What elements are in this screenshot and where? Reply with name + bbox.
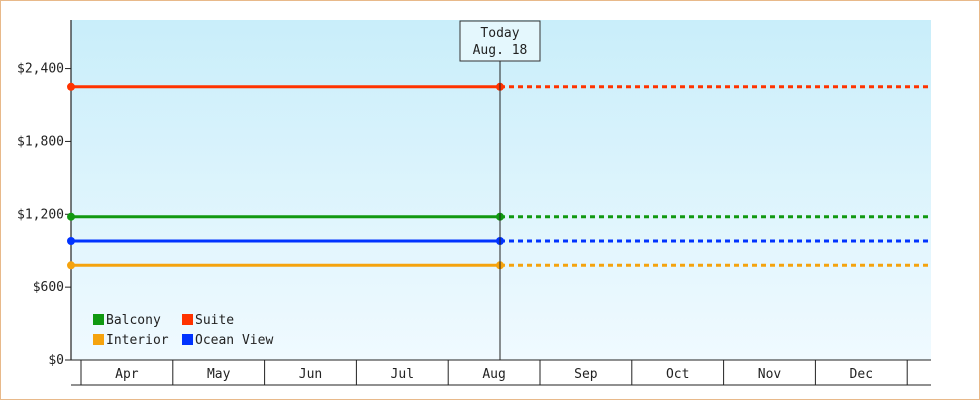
series-layer <box>67 82 931 270</box>
x-tick-label: Dec <box>850 367 873 382</box>
legend-swatch-interior <box>93 334 104 345</box>
x-tick-label: Sep <box>574 367 598 382</box>
series-point-balcony <box>67 212 75 221</box>
series-point-interior <box>67 261 75 270</box>
plot-area <box>71 20 931 360</box>
series-point-suite <box>67 82 75 91</box>
legend-label-ocean-view: Ocean View <box>195 333 273 348</box>
y-tick-label: $1,800 <box>17 134 64 149</box>
legend-swatch-ocean-view <box>182 334 193 345</box>
x-tick-label: May <box>207 367 231 382</box>
legend-label-suite: Suite <box>195 313 234 328</box>
x-tick-label: Nov <box>758 367 782 382</box>
legend-swatch-suite <box>182 314 193 325</box>
today-label: Today <box>480 26 519 41</box>
today-date: Aug. 18 <box>473 43 528 58</box>
x-tick-label: Jun <box>299 367 322 382</box>
series-point-ocean-view <box>67 237 75 245</box>
x-tick-label: Oct <box>666 367 689 382</box>
today-callout <box>459 20 541 62</box>
x-tick-label: Jul <box>391 367 414 382</box>
legend-swatch-balcony <box>93 314 104 325</box>
legend-label-balcony: Balcony <box>106 313 161 328</box>
today-marker: Today Aug. 18 <box>459 20 541 360</box>
legend: Balcony Suite Interior Ocean View <box>93 313 273 348</box>
axes: $0 $600 $1,200 $1,800 $2,400 Apr May Jun Jul Aug S… <box>17 20 931 386</box>
y-tick-label: $0 <box>48 353 64 368</box>
y-tick-label: $600 <box>33 280 64 295</box>
x-tick-label: Apr <box>115 367 139 382</box>
x-tick-label: Aug <box>482 367 505 382</box>
legend-label-interior: Interior <box>106 333 169 348</box>
y-tick-label: $2,400 <box>17 62 64 77</box>
y-tick-label: $1,200 <box>17 207 64 222</box>
